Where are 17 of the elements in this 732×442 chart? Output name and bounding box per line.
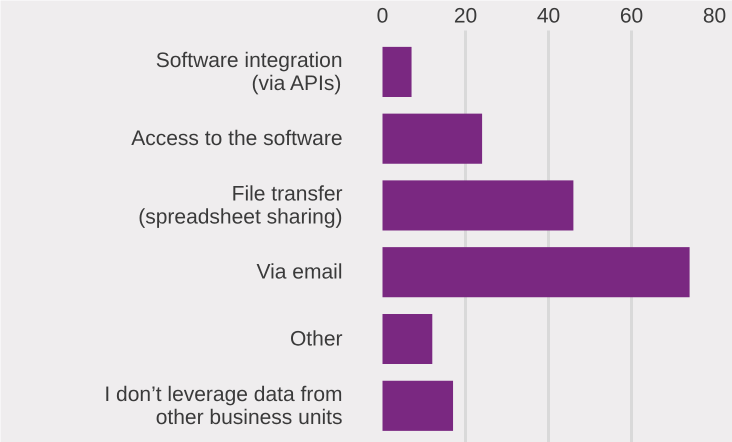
y-tick-label: File transfer (spreadsheet sharing) xyxy=(138,182,343,228)
bar xyxy=(382,46,412,97)
y-tick-label: Access to the software xyxy=(131,127,343,150)
x-tick-label: 60 xyxy=(620,4,644,28)
bar xyxy=(382,247,690,298)
bar xyxy=(382,314,432,364)
y-tick-label: Other xyxy=(290,328,343,350)
x-tick-label: 0 xyxy=(376,4,388,28)
x-tick-label: 80 xyxy=(702,4,726,28)
y-tick-label: Via email xyxy=(256,260,343,284)
bar xyxy=(382,380,454,431)
y-tick-label: I don’t leverage data from other business units xyxy=(104,382,343,429)
x-tick-label: 40 xyxy=(536,4,560,28)
bar xyxy=(382,114,482,164)
bar xyxy=(382,180,574,230)
y-tick-label: Software integration (via APIs) xyxy=(156,48,343,95)
x-tick-label: 20 xyxy=(454,4,478,28)
